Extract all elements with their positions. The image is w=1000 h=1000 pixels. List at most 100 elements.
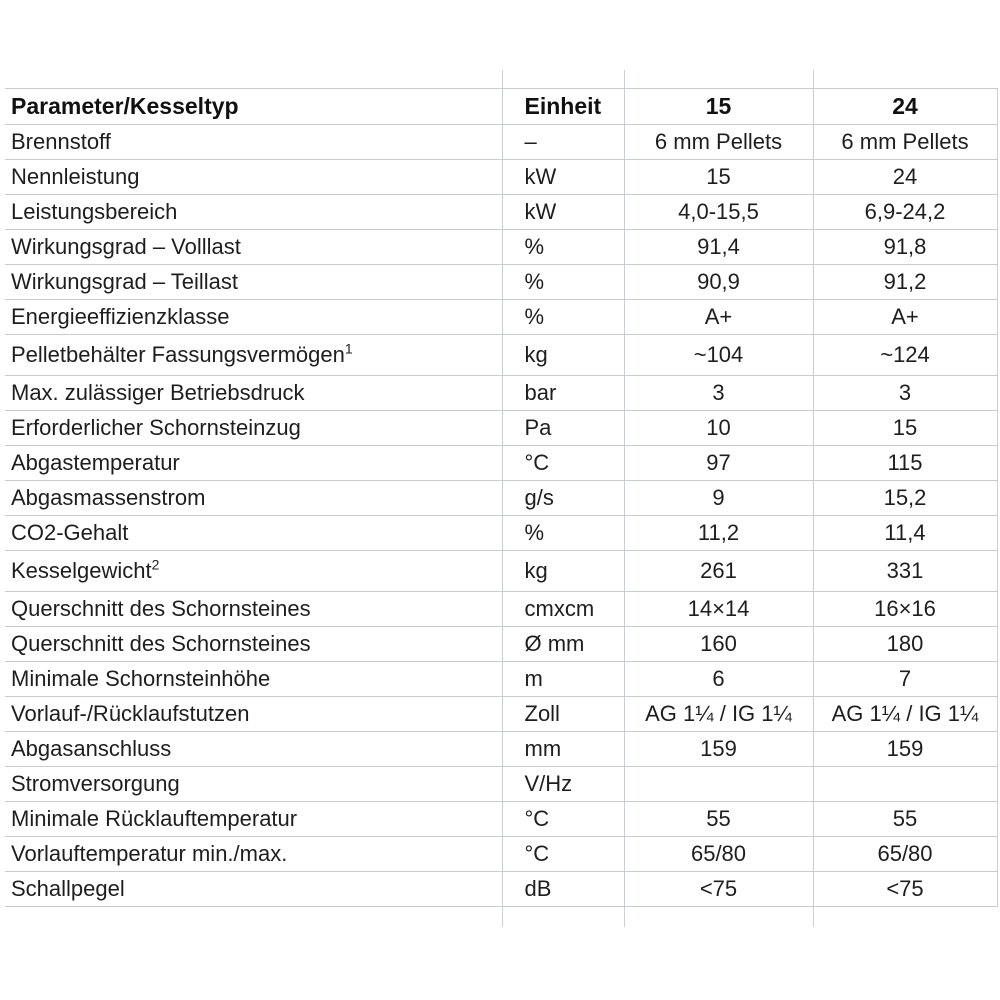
parameter-name-cell: Brennstoff (5, 125, 502, 160)
value-15-cell: ~104 (623, 334, 813, 376)
unit-cell: kg (501, 334, 624, 376)
value-15-cell: 4,0-15,5 (623, 194, 813, 230)
value-15-cell: 11,2 (623, 515, 813, 551)
value-24-cell: 115 (812, 445, 998, 481)
unit-cell: kg (501, 550, 624, 592)
column-gridline-stub (502, 907, 503, 927)
value-24-cell: 55 (812, 801, 998, 837)
unit-cell: dB (501, 871, 624, 907)
value-15-cell: 97 (623, 445, 813, 481)
unit-cell: m (501, 661, 624, 697)
parameter-name-cell: Kesselgewicht2 (5, 551, 502, 592)
table-row: Wirkungsgrad – Volllast % 91,4 91,8 (5, 229, 998, 265)
parameter-label: Leistungsbereich (11, 199, 178, 224)
value-24-cell: 6 mm Pellets (812, 124, 998, 160)
value-24-cell: 11,4 (812, 515, 998, 551)
table-row: Vorlauf-/Rücklaufstutzen Zoll AG 1¼ / IG… (5, 696, 998, 732)
unit-cell: kW (501, 159, 624, 195)
unit-cell: Ø mm (501, 626, 624, 662)
header-parameter: Parameter/Kesseltyp (11, 93, 239, 119)
column-gridline-stub (813, 70, 814, 88)
parameter-label: Nennleistung (11, 164, 140, 189)
unit-cell: % (501, 229, 624, 265)
unit-cell: Zoll (501, 696, 624, 732)
value-24-cell (812, 766, 998, 802)
parameter-label: Kesselgewicht (11, 558, 152, 583)
parameter-label: CO2-Gehalt (11, 520, 129, 545)
table-row: Abgasanschluss mm 159 159 (5, 731, 998, 767)
parameter-name-cell: Vorlauftemperatur min./max. (5, 837, 502, 872)
parameter-label: Abgasanschluss (11, 736, 172, 761)
value-15-cell: 159 (623, 731, 813, 767)
table-row: Max. zulässiger Betriebsdruck bar 3 3 (5, 375, 998, 411)
parameter-label: Minimale Schornsteinhöhe (11, 666, 271, 691)
value-15-cell: 10 (623, 410, 813, 446)
value-24-cell: 180 (812, 626, 998, 662)
value-15-cell: 9 (623, 480, 813, 516)
column-gridline-stub (502, 70, 503, 88)
value-15-cell: <75 (623, 871, 813, 907)
header-model-15: 15 (623, 88, 813, 125)
value-24-cell: 91,8 (812, 229, 998, 265)
spec-table-container: Parameter/Kesseltyp Einheit 15 24 Brenns… (5, 70, 998, 927)
value-15-cell: 90,9 (623, 264, 813, 300)
parameter-name-cell: Schallpegel (5, 872, 502, 907)
value-15-cell: 55 (623, 801, 813, 837)
value-15-cell (623, 766, 813, 802)
value-24-cell: AG 1¼ / IG 1¼ (812, 696, 998, 732)
unit-cell: Pa (501, 410, 624, 446)
column-gridline-stub (813, 907, 814, 927)
table-row: CO2-Gehalt % 11,2 11,4 (5, 515, 998, 551)
parameter-name-cell: Leistungsbereich (5, 195, 502, 230)
unit-cell: g/s (501, 480, 624, 516)
table-row: Schallpegel dB <75 <75 (5, 871, 998, 907)
parameter-label: Energieeffizienzklasse (11, 304, 230, 329)
table-row: Erforderlicher Schornsteinzug Pa 10 15 (5, 410, 998, 446)
value-15-cell: AG 1¼ / IG 1¼ (623, 696, 813, 732)
header-model-24: 24 (812, 88, 998, 125)
parameter-name-cell: Abgasmassenstrom (5, 481, 502, 516)
boiler-spec-table: Parameter/Kesseltyp Einheit 15 24 Brenns… (5, 88, 998, 907)
table-row: Energieeffizienzklasse % A+ A+ (5, 299, 998, 335)
value-24-cell: A+ (812, 299, 998, 335)
parameter-name-cell: Minimale Schornsteinhöhe (5, 662, 502, 697)
parameter-name-cell: Abgasanschluss (5, 732, 502, 767)
parameter-label: Brennstoff (11, 129, 111, 154)
unit-cell: bar (501, 375, 624, 411)
value-24-cell: 331 (812, 550, 998, 592)
table-row: Stromversorgung V/Hz (5, 766, 998, 802)
parameter-label: Minimale Rücklauftemperatur (11, 806, 298, 831)
value-24-cell: 6,9-24,2 (812, 194, 998, 230)
unit-cell: mm (501, 731, 624, 767)
parameter-label: Pelletbehälter Fassungsvermögen (11, 342, 345, 367)
parameter-name-cell: Wirkungsgrad – Teillast (5, 265, 502, 300)
footnote-superscript: 1 (344, 340, 353, 357)
value-24-cell: 15,2 (812, 480, 998, 516)
table-row: Brennstoff – 6 mm Pellets 6 mm Pellets (5, 124, 998, 160)
value-24-cell: ~124 (812, 334, 998, 376)
value-24-cell: 7 (812, 661, 998, 697)
value-15-cell: 15 (623, 159, 813, 195)
table-row: Leistungsbereich kW 4,0-15,5 6,9-24,2 (5, 194, 998, 230)
parameter-label: Wirkungsgrad – Volllast (11, 234, 241, 259)
unit-cell: % (501, 299, 624, 335)
table-row: Querschnitt des Schornsteines cmxcm 14×1… (5, 591, 998, 627)
parameter-name-cell: CO2-Gehalt (5, 516, 502, 551)
footnote-superscript: 2 (151, 556, 160, 573)
parameter-label: Stromversorgung (11, 771, 180, 796)
parameter-label: Erforderlicher Schornsteinzug (11, 415, 301, 440)
unit-cell: °C (501, 801, 624, 837)
value-15-cell: 261 (623, 550, 813, 592)
unit-cell: – (501, 124, 624, 160)
value-24-cell: 3 (812, 375, 998, 411)
parameter-name-cell: Erforderlicher Schornsteinzug (5, 411, 502, 446)
parameter-name-cell: Nennleistung (5, 160, 502, 195)
unit-cell: kW (501, 194, 624, 230)
parameter-label: Max. zulässiger Betriebsdruck (11, 380, 305, 405)
parameter-label: Querschnitt des Schornsteines (11, 596, 311, 621)
value-24-cell: <75 (812, 871, 998, 907)
parameter-label: Querschnitt des Schornsteines (11, 631, 311, 656)
parameter-label: Wirkungsgrad – Teillast (11, 269, 239, 294)
value-15-cell: A+ (623, 299, 813, 335)
table-row: Minimale Schornsteinhöhe m 6 7 (5, 661, 998, 697)
